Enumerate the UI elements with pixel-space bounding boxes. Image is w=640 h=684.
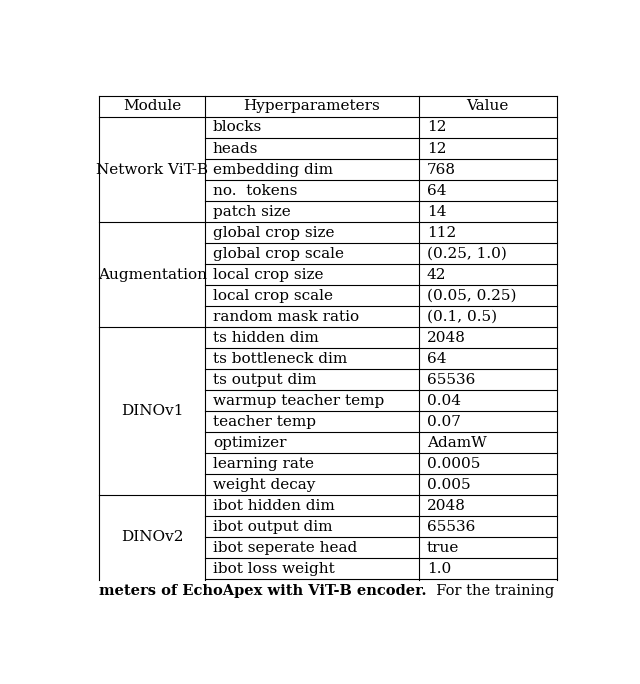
Text: 12: 12 <box>427 142 446 155</box>
Text: embedding dim: embedding dim <box>213 163 333 176</box>
Text: DINOv1: DINOv1 <box>121 404 184 419</box>
Text: 0.07: 0.07 <box>427 415 461 429</box>
Text: local crop size: local crop size <box>213 267 323 282</box>
Text: no.  tokens: no. tokens <box>213 183 297 198</box>
Text: ts hidden dim: ts hidden dim <box>213 331 319 345</box>
Text: 2048: 2048 <box>427 499 465 513</box>
Text: teacher temp: teacher temp <box>213 415 316 429</box>
Text: 65536: 65536 <box>427 373 475 386</box>
Text: ibot output dim: ibot output dim <box>213 520 332 534</box>
Text: 2048: 2048 <box>427 331 465 345</box>
Text: heads: heads <box>213 142 258 155</box>
Text: Module: Module <box>123 99 181 114</box>
Text: 112: 112 <box>427 226 456 239</box>
Text: DINOv2: DINOv2 <box>121 531 184 544</box>
Text: 768: 768 <box>427 163 456 176</box>
Text: 0.005: 0.005 <box>427 478 470 492</box>
Text: 1.0: 1.0 <box>427 562 451 576</box>
Text: optimizer: optimizer <box>213 436 286 450</box>
Text: meters of EchoApex with ViT-B encoder.: meters of EchoApex with ViT-B encoder. <box>99 584 427 598</box>
Text: blocks: blocks <box>213 120 262 135</box>
Text: patch size: patch size <box>213 205 291 219</box>
Text: 0.0005: 0.0005 <box>427 457 480 471</box>
Text: Network ViT-B: Network ViT-B <box>96 163 208 176</box>
Text: Hyperparameters: Hyperparameters <box>244 99 380 114</box>
Text: 0.04: 0.04 <box>427 394 461 408</box>
Text: 42: 42 <box>427 267 446 282</box>
Text: 64: 64 <box>427 183 446 198</box>
Text: true: true <box>427 541 459 555</box>
Text: learning rate: learning rate <box>213 457 314 471</box>
Text: 12: 12 <box>427 120 446 135</box>
Text: global crop scale: global crop scale <box>213 247 344 261</box>
Text: global crop size: global crop size <box>213 226 334 239</box>
Text: For the training: For the training <box>427 584 554 598</box>
Text: ts bottleneck dim: ts bottleneck dim <box>213 352 347 366</box>
Text: ibot loss weight: ibot loss weight <box>213 562 335 576</box>
Text: AdamW: AdamW <box>427 436 486 450</box>
Text: (0.1, 0.5): (0.1, 0.5) <box>427 310 497 324</box>
Text: 64: 64 <box>427 352 446 366</box>
Text: Augmentation: Augmentation <box>98 267 207 282</box>
Text: (0.05, 0.25): (0.05, 0.25) <box>427 289 516 303</box>
Text: ibot seperate head: ibot seperate head <box>213 541 357 555</box>
Text: ts output dim: ts output dim <box>213 373 316 386</box>
Text: Value: Value <box>467 99 509 114</box>
Text: local crop scale: local crop scale <box>213 289 333 303</box>
Text: 65536: 65536 <box>427 520 475 534</box>
Text: (0.25, 1.0): (0.25, 1.0) <box>427 247 507 261</box>
Text: random mask ratio: random mask ratio <box>213 310 359 324</box>
Text: ibot hidden dim: ibot hidden dim <box>213 499 335 513</box>
Text: warmup teacher temp: warmup teacher temp <box>213 394 384 408</box>
Text: weight decay: weight decay <box>213 478 316 492</box>
Text: 14: 14 <box>427 205 446 219</box>
